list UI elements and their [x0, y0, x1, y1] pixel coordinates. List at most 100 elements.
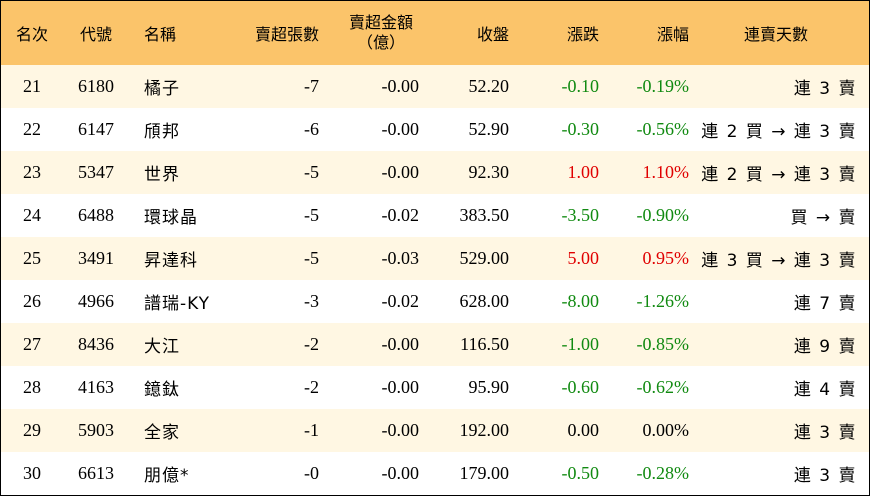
stock-code-cell[interactable]: 4163 — [78, 377, 114, 397]
net-sell-amount-cell: -0.00 — [381, 377, 420, 397]
price-change-cell: -0.10 — [561, 76, 600, 96]
rank-cell: 26 — [23, 291, 41, 311]
net-sell-sheets-cell: -3 — [304, 291, 319, 311]
rank-cell: 24 — [23, 205, 41, 225]
stock-code-cell[interactable]: 5903 — [78, 420, 114, 440]
table-row[interactable]: 22 6147 頎邦 -6 -0.00 52.90 -0.30 -0.56% 連 2 買 → 連… — [1, 108, 869, 151]
streak-cell: 連 3 賣 — [793, 79, 857, 99]
header-amount-line2: （億） — [356, 33, 405, 52]
stock-name-cell[interactable]: 鐿鈦 — [144, 380, 180, 400]
streak-cell: 連 2 買 → 連 3 賣 — [701, 122, 857, 142]
close-price-cell: 529.00 — [459, 248, 510, 268]
header-streak[interactable]: 連賣天數 — [743, 25, 808, 44]
stock-code-cell[interactable]: 6613 — [78, 463, 114, 483]
price-change-cell: -0.50 — [561, 463, 600, 483]
stock-code-cell[interactable]: 3491 — [78, 248, 114, 268]
net-sell-amount-cell: -0.00 — [381, 463, 420, 483]
table-row[interactable]: 21 6180 橘子 -7 -0.00 52.20 -0.10 -0.19% 連 3 賣 — [1, 65, 869, 108]
header-change[interactable]: 漲跌 — [566, 25, 599, 44]
stock-name-cell[interactable]: 全家 — [144, 423, 180, 443]
stock-name-cell[interactable]: 橘子 — [144, 79, 180, 99]
table-row[interactable]: 26 4966 譜瑞-KY -3 -0.02 628.00 -8.00 -1.26% 連 7 賣 — [1, 280, 869, 323]
rank-cell: 25 — [23, 248, 41, 268]
stock-name-cell[interactable]: 大江 — [144, 337, 180, 357]
stock-code-cell[interactable]: 6180 — [78, 76, 114, 96]
close-price-cell: 95.90 — [468, 377, 510, 397]
close-price-cell: 179.00 — [459, 463, 510, 483]
streak-cell: 買 → 賣 — [790, 208, 857, 228]
net-sell-amount-cell: -0.00 — [381, 119, 420, 139]
table-row[interactable]: 29 5903 全家 -1 -0.00 192.00 0.00 0.00% 連 3 賣 — [1, 409, 869, 452]
change-pct-cell: -0.90% — [636, 205, 690, 225]
header-close[interactable]: 收盤 — [476, 25, 509, 44]
stock-code-cell[interactable]: 6147 — [78, 119, 114, 139]
close-price-cell: 383.50 — [459, 205, 510, 225]
table-row[interactable]: 24 6488 環球晶 -5 -0.02 383.50 -3.50 -0.90% 買 → 賣 — [1, 194, 869, 237]
rank-cell: 27 — [23, 334, 41, 354]
close-price-cell: 628.00 — [459, 291, 510, 311]
streak-cell: 連 9 賣 — [793, 337, 857, 357]
table-row[interactable]: 23 5347 世界 -5 -0.00 92.30 1.00 1.10% 連 2 買 → 連 3… — [1, 151, 869, 194]
header-amount-line1: 賣超金額 — [348, 13, 413, 32]
table-row[interactable]: 25 3491 昇達科 -5 -0.03 529.00 5.00 0.95% 連 3 買 → 連… — [1, 237, 869, 280]
streak-cell: 連 3 賣 — [793, 466, 857, 486]
net-sell-sheets-cell: -5 — [304, 248, 319, 268]
change-pct-cell: -1.26% — [636, 291, 690, 311]
stock-name-cell[interactable]: 頎邦 — [144, 122, 180, 142]
stock-name-cell[interactable]: 朋億* — [144, 466, 190, 486]
header-net-sell-sheets[interactable]: 賣超張數 — [254, 25, 319, 44]
close-price-cell: 116.50 — [460, 334, 509, 354]
rank-cell: 23 — [23, 162, 41, 182]
header-rank[interactable]: 名次 — [15, 25, 48, 44]
stock-name-cell[interactable]: 世界 — [144, 165, 180, 185]
header-name[interactable]: 名稱 — [144, 25, 177, 44]
price-change-cell: -1.00 — [561, 334, 600, 354]
net-sell-sheets-cell: -7 — [304, 76, 319, 96]
stock-code-cell[interactable]: 8436 — [78, 334, 114, 354]
change-pct-cell: -0.19% — [636, 76, 690, 96]
header-change-pct[interactable]: 漲幅 — [656, 25, 689, 44]
change-pct-cell: -0.85% — [636, 334, 690, 354]
change-pct-cell: 1.10% — [642, 162, 690, 182]
net-sell-amount-cell: -0.00 — [381, 162, 420, 182]
net-sell-sheets-cell: -5 — [304, 205, 319, 225]
net-sell-amount-cell: -0.00 — [381, 420, 420, 440]
net-sell-sheets-cell: -2 — [304, 377, 319, 397]
rank-cell: 21 — [23, 76, 41, 96]
table-header: 名次 代號 名稱 賣超張數 賣超金額 （億） 收盤 漲跌 漲幅 連賣天數 — [1, 1, 869, 65]
streak-cell: 連 4 賣 — [793, 380, 857, 400]
close-price-cell: 52.90 — [468, 119, 510, 139]
header-code[interactable]: 代號 — [79, 25, 112, 44]
net-sell-sheets-cell: -2 — [304, 334, 319, 354]
change-pct-cell: -0.56% — [636, 119, 690, 139]
net-sell-amount-cell: -0.00 — [381, 76, 420, 96]
stock-code-cell[interactable]: 4966 — [78, 291, 114, 311]
change-pct-cell: 0.00% — [642, 420, 690, 440]
close-price-cell: 52.20 — [468, 76, 510, 96]
rank-cell: 30 — [23, 463, 41, 483]
net-sell-sheets-cell: -0 — [304, 463, 319, 483]
header-net-sell-amount[interactable]: 賣超金額 （億） — [331, 1, 431, 65]
price-change-cell: 5.00 — [567, 248, 600, 268]
close-price-cell: 92.30 — [468, 162, 510, 182]
rank-cell: 28 — [23, 377, 41, 397]
net-sell-amount-cell: -0.00 — [381, 334, 420, 354]
stock-code-cell[interactable]: 6488 — [78, 205, 114, 225]
table-row[interactable]: 28 4163 鐿鈦 -2 -0.00 95.90 -0.60 -0.62% 連 4 賣 — [1, 366, 869, 409]
rank-cell: 29 — [23, 420, 41, 440]
stock-code-cell[interactable]: 5347 — [78, 162, 114, 182]
stock-name-cell[interactable]: 譜瑞-KY — [144, 294, 211, 314]
rank-cell: 22 — [23, 119, 41, 139]
streak-cell: 連 7 賣 — [793, 294, 857, 314]
net-sell-amount-cell: -0.02 — [381, 205, 420, 225]
net-sell-sheets-cell: -6 — [304, 119, 319, 139]
price-change-cell: -0.30 — [561, 119, 600, 139]
stock-name-cell[interactable]: 環球晶 — [144, 208, 198, 228]
price-change-cell: -0.60 — [561, 377, 600, 397]
streak-cell: 連 3 賣 — [793, 423, 857, 443]
stock-name-cell[interactable]: 昇達科 — [144, 251, 198, 271]
price-change-cell: -8.00 — [561, 291, 600, 311]
table-row[interactable]: 30 6613 朋億* -0 -0.00 179.00 -0.50 -0.28% 連 3 賣 — [1, 452, 869, 495]
table-row[interactable]: 27 8436 大江 -2 -0.00 116.50 -1.00 -0.85% 連 9 賣 — [1, 323, 869, 366]
